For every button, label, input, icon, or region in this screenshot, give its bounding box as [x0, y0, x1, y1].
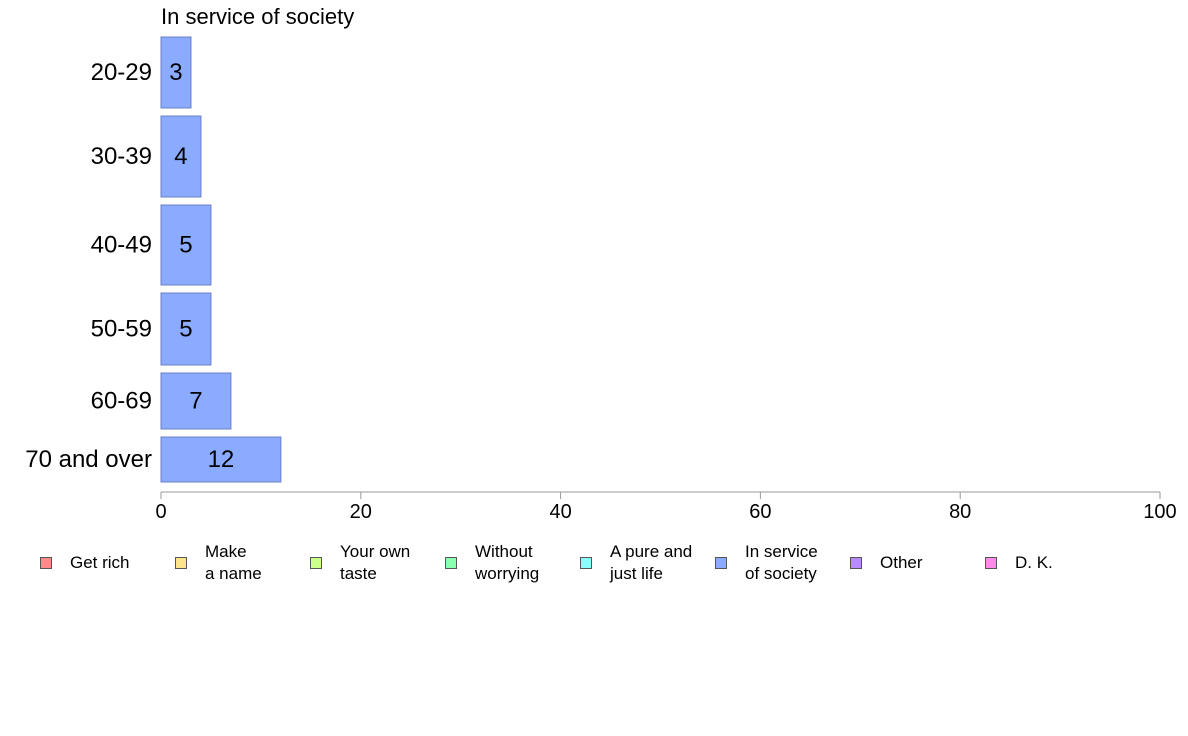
- legend-swatch: [715, 557, 727, 569]
- category-label: 60-69: [91, 388, 152, 415]
- legend-label: Get rich: [70, 540, 180, 586]
- legend-label-line: just life: [610, 564, 663, 583]
- x-tick-label: 80: [949, 501, 971, 523]
- bar: [160, 292, 212, 366]
- legend: Get rich Make a name Your own taste With…: [0, 540, 1188, 590]
- bar: [160, 115, 202, 198]
- bar-value-label: 3: [169, 59, 182, 86]
- legend-swatch: [310, 557, 322, 569]
- legend-label-line: A pure and: [610, 542, 693, 561]
- legend-swatch: [175, 557, 187, 569]
- legend-label: Make a name: [205, 540, 315, 586]
- legend-label-line: Your own: [340, 542, 411, 561]
- category-label: 30-39: [91, 143, 152, 170]
- category-label: 20-29: [91, 59, 152, 86]
- legend-label-line: In service: [745, 542, 818, 561]
- legend-label-line: Make: [205, 542, 247, 561]
- legend-swatch: [985, 557, 997, 569]
- category-label: 40-49: [91, 232, 152, 259]
- legend-label-line: worrying: [475, 564, 540, 583]
- bar: [160, 36, 192, 109]
- bar-value-label: 7: [189, 388, 202, 415]
- legend-swatch: [580, 557, 592, 569]
- legend-swatch: [40, 557, 52, 569]
- legend-label: D. K.: [1015, 540, 1125, 586]
- category-label: 50-59: [91, 316, 152, 343]
- bar-value-label: 5: [179, 232, 192, 259]
- chart-title: In service of society: [161, 4, 355, 29]
- x-tick-label: 60: [749, 501, 771, 523]
- legend-label: A pure and just life: [610, 540, 720, 586]
- bar-value-label: 5: [179, 316, 192, 343]
- x-tick-label: 0: [155, 501, 166, 523]
- x-tick-label: 20: [350, 501, 372, 523]
- bar: [160, 204, 212, 286]
- legend-label: Without worrying: [475, 540, 585, 586]
- bar-value-label: 12: [208, 446, 235, 473]
- legend-label: Other: [880, 540, 990, 586]
- legend-label: In service of society: [745, 540, 855, 586]
- legend-label-line: D. K.: [1015, 553, 1053, 572]
- legend-label: Your own taste: [340, 540, 450, 586]
- x-tick-label: 100: [1143, 501, 1176, 523]
- legend-swatch: [850, 557, 862, 569]
- legend-label-line: of society: [745, 564, 817, 583]
- legend-label-line: Get rich: [70, 553, 130, 572]
- legend-label-line: taste: [340, 564, 377, 583]
- legend-swatch: [445, 557, 457, 569]
- bar-chart: 3 20-29 4 30-39 5 40-49 5 50-59 7 60-69 12 70 and o…: [25, 36, 1177, 523]
- legend-label-line: Without: [475, 542, 533, 561]
- legend-label-line: a name: [205, 564, 262, 583]
- category-label: 70 and over: [25, 446, 152, 473]
- bar-value-label: 4: [174, 143, 187, 170]
- legend-label-line: Other: [880, 553, 923, 572]
- bar: [160, 436, 282, 483]
- bar: [160, 372, 232, 430]
- x-tick-label: 40: [549, 501, 571, 523]
